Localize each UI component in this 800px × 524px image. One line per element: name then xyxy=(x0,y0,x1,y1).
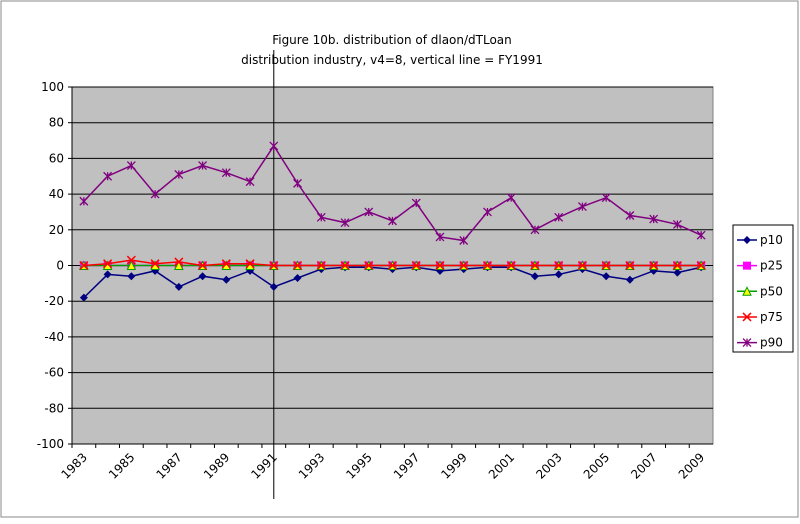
marker xyxy=(672,260,682,271)
marker xyxy=(672,219,682,229)
marker xyxy=(340,218,350,228)
marker xyxy=(673,268,682,277)
marker xyxy=(150,259,160,269)
marker xyxy=(743,236,751,244)
marker xyxy=(174,170,184,179)
marker xyxy=(340,260,350,271)
marker xyxy=(221,259,231,269)
marker xyxy=(103,259,113,269)
marker xyxy=(530,260,540,271)
marker xyxy=(530,225,540,235)
marker xyxy=(79,260,89,271)
marker xyxy=(696,230,706,240)
marker xyxy=(602,272,611,281)
marker xyxy=(459,260,469,271)
marker xyxy=(126,260,137,270)
marker xyxy=(269,282,278,291)
legend-label: p50 xyxy=(760,284,783,298)
marker xyxy=(742,312,752,322)
marker xyxy=(103,171,113,181)
marker xyxy=(387,260,398,271)
marker xyxy=(482,260,492,271)
marker xyxy=(601,193,611,203)
marker xyxy=(577,202,587,212)
marker xyxy=(625,211,635,220)
marker xyxy=(742,338,752,348)
marker xyxy=(222,275,231,284)
marker xyxy=(577,260,587,271)
y-tick-label: 80 xyxy=(49,116,64,130)
chart-title: Figure 10b. distribution of dlaon/dTLoan xyxy=(272,33,512,47)
y-tick-label: -20 xyxy=(44,294,64,308)
marker xyxy=(293,273,302,282)
marker xyxy=(506,193,516,203)
y-tick-label: 20 xyxy=(49,223,64,237)
legend-label: p90 xyxy=(760,336,783,350)
marker xyxy=(364,207,374,217)
marker xyxy=(293,178,302,188)
marker xyxy=(435,260,445,271)
marker xyxy=(103,270,112,279)
marker xyxy=(79,196,89,206)
marker xyxy=(245,177,255,187)
marker xyxy=(150,189,160,199)
marker xyxy=(127,272,136,281)
legend-label: p75 xyxy=(760,310,783,324)
marker xyxy=(625,260,635,271)
marker xyxy=(554,260,564,271)
marker xyxy=(506,260,516,271)
marker xyxy=(198,161,208,170)
y-tick-label: 0 xyxy=(56,259,64,273)
marker xyxy=(743,261,751,270)
marker xyxy=(649,214,659,224)
y-tick-label: 40 xyxy=(49,187,64,201)
marker xyxy=(742,286,752,296)
marker xyxy=(388,216,397,226)
marker xyxy=(126,255,136,265)
chart-subtitle: distribution industry, v4=8, vertical li… xyxy=(241,53,543,67)
marker xyxy=(364,260,374,271)
y-tick-label: 100 xyxy=(41,80,64,94)
marker xyxy=(459,236,469,245)
marker xyxy=(554,270,563,279)
marker xyxy=(174,257,184,267)
marker xyxy=(269,141,279,151)
marker xyxy=(411,198,421,208)
marker xyxy=(530,272,539,281)
marker xyxy=(269,260,279,271)
legend-box xyxy=(732,224,794,353)
marker xyxy=(316,260,326,271)
y-tick-label: -100 xyxy=(37,437,64,451)
y-tick-label: 60 xyxy=(49,151,64,165)
marker xyxy=(483,207,492,217)
marker xyxy=(174,260,184,270)
marker xyxy=(411,260,421,271)
legend-label: p10 xyxy=(760,233,783,247)
marker xyxy=(79,293,88,302)
marker xyxy=(221,168,231,178)
legend-label: p25 xyxy=(760,259,783,273)
marker xyxy=(649,260,659,271)
marker xyxy=(554,212,564,222)
marker xyxy=(198,260,208,271)
marker xyxy=(435,232,445,242)
marker xyxy=(293,260,303,271)
marker xyxy=(696,260,706,271)
y-tick-label: -80 xyxy=(44,401,64,415)
y-tick-label: -60 xyxy=(44,366,64,380)
marker xyxy=(174,282,183,291)
marker xyxy=(198,272,207,281)
marker xyxy=(625,275,634,284)
y-tick-label: -40 xyxy=(44,330,64,344)
marker xyxy=(126,161,136,170)
marker xyxy=(245,259,255,269)
marker xyxy=(601,260,611,271)
marker xyxy=(316,212,326,222)
